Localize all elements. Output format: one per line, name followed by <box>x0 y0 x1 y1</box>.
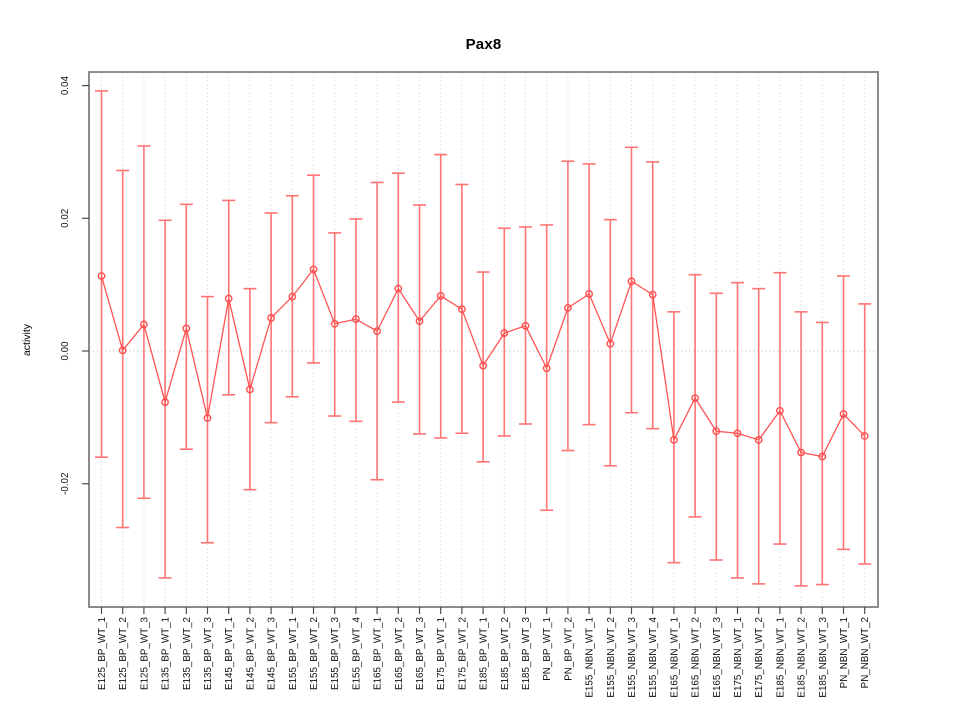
x-category-label: PN_NBN_WT_1 <box>839 617 850 688</box>
x-category-label: E185_BP_WT_3 <box>521 616 532 690</box>
x-category-label: E165_NBN_WT_2 <box>691 617 702 698</box>
x-category-label: E185_NBN_WT_3 <box>818 616 829 697</box>
data-point <box>712 427 721 436</box>
x-category-label: E145_BP_WT_3 <box>267 616 278 690</box>
data-point <box>542 364 551 373</box>
data-point <box>754 436 763 444</box>
x-category-label: E155_BP_WT_1 <box>288 617 299 690</box>
data-point <box>776 406 784 415</box>
x-category-label: PN_NBN_WT_2 <box>860 617 871 688</box>
x-category-label: E155_NBN_WT_2 <box>606 617 617 698</box>
x-category-label: E145_BP_WT_2 <box>245 617 256 690</box>
data-point <box>818 452 827 461</box>
data-point <box>479 361 487 370</box>
x-category-label: E145_BP_WT_1 <box>224 617 235 690</box>
data-point <box>351 315 360 324</box>
x-category-label: PN_BP_WT_1 <box>542 617 553 681</box>
x-category-label: E155_NBN_WT_3 <box>627 616 638 697</box>
x-category-label: E185_BP_WT_2 <box>500 617 511 690</box>
x-category-label: E185_NBN_WT_2 <box>797 617 808 698</box>
data-point <box>203 414 212 422</box>
x-category-label: E135_BP_WT_1 <box>161 617 172 690</box>
x-category-label: E165_BP_WT_3 <box>415 616 426 690</box>
data-point <box>161 398 170 406</box>
data-point <box>691 394 699 403</box>
data-point <box>670 436 678 444</box>
data-point <box>182 324 191 333</box>
data-point <box>648 290 657 299</box>
x-category-label: E165_NBN_WT_3 <box>712 616 723 697</box>
data-point <box>245 385 254 394</box>
x-category-label: E165_BP_WT_2 <box>394 617 405 690</box>
x-category-label: E155_BP_WT_3 <box>330 616 341 690</box>
data-point <box>521 321 530 330</box>
data-point <box>797 448 805 457</box>
data-point <box>585 290 593 298</box>
x-category-label: PN_BP_WT_2 <box>563 617 574 681</box>
data-point <box>627 277 636 286</box>
x-category-label: E135_BP_WT_2 <box>182 617 193 690</box>
data-point <box>139 320 148 329</box>
data-point <box>309 265 318 274</box>
x-category-label: E175_BP_WT_1 <box>436 617 447 690</box>
data-point <box>733 429 742 438</box>
x-category-label: E165_BP_WT_1 <box>373 617 384 690</box>
data-point <box>500 329 509 337</box>
series-line <box>100 268 866 458</box>
chart-title: Pax8 <box>465 36 502 53</box>
data-point <box>436 292 445 300</box>
data-point <box>97 272 106 280</box>
data-point <box>118 346 127 355</box>
x-category-label: E155_BP_WT_4 <box>351 616 362 690</box>
x-category-label: E125_BP_WT_3 <box>139 616 150 690</box>
data-point <box>288 292 297 301</box>
x-category-label: E155_BP_WT_2 <box>309 617 320 690</box>
y-tick-label: 0.04 <box>60 76 71 96</box>
x-category-label: E125_BP_WT_2 <box>118 617 129 690</box>
data-point <box>606 339 615 348</box>
x-category-label: E165_NBN_WT_1 <box>669 617 680 698</box>
data-point <box>564 303 572 312</box>
data-point <box>457 305 466 314</box>
y-tick-label: 0.00 <box>60 341 71 361</box>
data-point <box>267 313 275 322</box>
x-category-label: E135_BP_WT_3 <box>203 616 214 690</box>
x-category-label: E175_NBN_WT_1 <box>733 617 744 698</box>
x-category-label: E155_NBN_WT_4 <box>648 616 659 697</box>
x-category-label: E175_NBN_WT_2 <box>754 617 765 698</box>
data-point <box>394 284 403 293</box>
x-category-label: E185_NBN_WT_1 <box>775 617 786 698</box>
y-tick-label: -0.02 <box>60 473 71 495</box>
data-point <box>224 294 233 303</box>
y-tick-label: 0.02 <box>60 209 71 228</box>
data-point <box>330 319 339 328</box>
x-category-label: E155_NBN_WT_1 <box>585 617 596 698</box>
x-category-label: E185_BP_WT_1 <box>479 617 490 690</box>
data-point <box>415 317 424 326</box>
data-point <box>839 410 848 418</box>
data-point <box>373 327 381 335</box>
x-category-label: E125_BP_WT_1 <box>97 617 108 690</box>
x-category-label: E175_BP_WT_2 <box>457 617 468 690</box>
data-point <box>860 432 869 440</box>
